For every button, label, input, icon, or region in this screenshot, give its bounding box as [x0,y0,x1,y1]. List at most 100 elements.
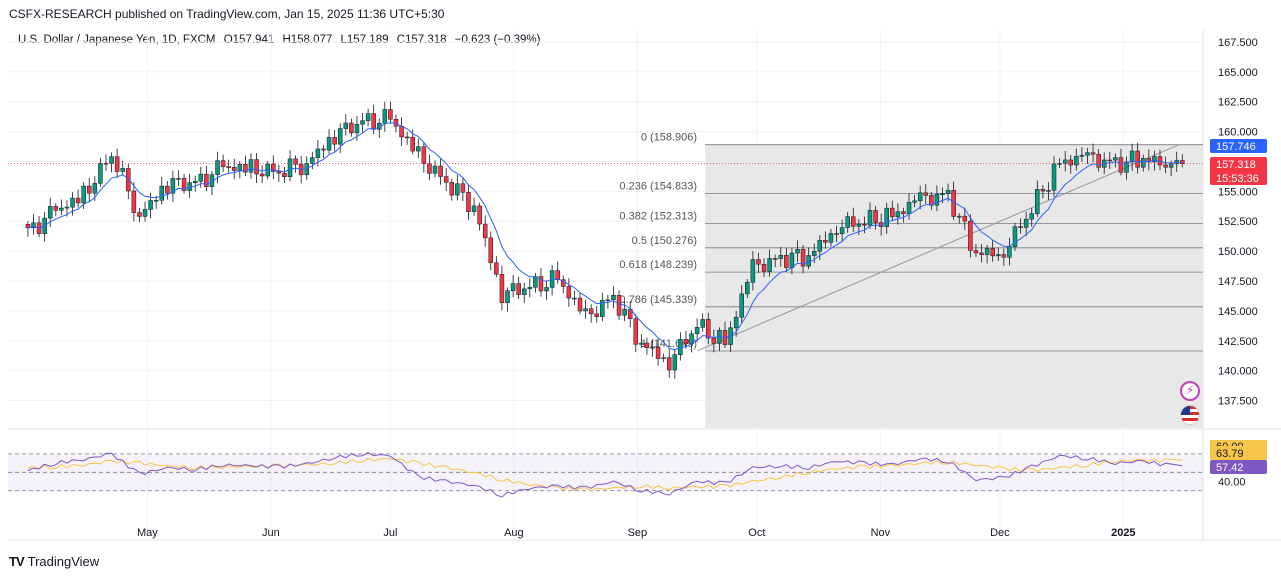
candle [404,131,410,145]
y-tick-label: 140.000 [1218,366,1258,378]
rsi-partial-badge-bg [1210,440,1267,448]
candle [516,276,521,299]
candle [566,278,572,308]
candle [382,101,388,132]
candle-body [1068,159,1074,166]
candle [388,101,393,124]
candle-body [979,252,984,255]
x-tick-label: Jun [262,527,280,539]
candle [64,200,70,217]
candle [1074,148,1079,171]
candle-body [482,223,488,239]
candle-body [694,327,700,335]
rsi-badge-bg [1210,460,1267,474]
candle-body [1101,159,1107,168]
candle [287,150,293,182]
candle-body [605,299,611,302]
candle-body [962,215,968,222]
symbol-name[interactable]: U.S. Dollar / Japanese Yen, 1D, FXCM [18,34,216,46]
candle-body [114,156,120,172]
candle [851,207,856,232]
candle-body [371,113,376,130]
fib-trendline [696,144,1180,352]
candle-body [795,249,800,254]
candle-body [683,339,689,345]
rsi-ma-badge-bg [1210,446,1267,460]
candle-body [1107,159,1113,162]
candle-body [778,255,784,259]
axes: 167.500 165.000 162.500 160.000 157.500 155.0… [137,37,1258,539]
last-price-badge-bg [1210,157,1267,185]
candle [460,177,466,202]
candle-body [332,137,337,145]
candle-body [890,207,895,218]
ma-badge: 157.746 [1216,141,1256,153]
y-tick-label: 145.000 [1218,306,1258,318]
candle-body [767,258,772,272]
candle [1096,149,1101,172]
candle-body [198,173,204,182]
candle [1079,147,1085,162]
footer-brand[interactable]: TradingView [27,554,100,569]
candle [538,268,544,297]
candle-body [1096,154,1101,168]
candle-body [717,330,722,344]
candle [795,240,800,262]
candle-body [644,342,650,349]
candle [806,247,811,270]
candle [549,264,555,296]
candle [181,174,187,194]
candle [555,261,560,284]
candle [321,144,326,158]
candle-body [906,202,912,214]
close-value: C157.318 [396,34,447,46]
candle [1157,149,1163,171]
y-tick-label: 162.500 [1218,97,1258,109]
candle [466,185,471,220]
candle-body [75,197,81,204]
candle [1124,156,1129,180]
candle [689,330,694,353]
candle-body [298,164,304,176]
candle-body [655,346,661,359]
ma-line [27,122,1183,351]
candle [661,353,666,363]
candle [410,129,415,155]
candle-body [851,216,856,227]
candle-body [811,250,817,256]
candle [365,108,371,127]
us-flag-icon[interactable] [1180,405,1200,425]
candle [1023,211,1029,237]
candle [477,202,482,231]
candle-body [1012,226,1018,247]
candle-body [990,248,995,257]
y-tick-label: 165.000 [1218,67,1258,79]
candle [717,327,722,351]
candle-body [929,195,934,206]
candle-body [611,295,616,301]
candle-body [1180,160,1185,164]
candle-body [639,342,644,345]
countdown-badge: 15:53:36 [1216,173,1259,185]
candle-body [137,212,142,217]
candle-body [689,333,694,345]
candle [722,321,728,348]
candle-body [25,223,31,229]
candle-body [661,357,666,359]
candle-body [343,122,349,129]
candle [1163,156,1168,173]
candle [59,199,64,216]
candle [159,177,165,205]
candle [36,216,42,238]
candle-body [494,262,499,275]
candle [811,243,817,264]
candle [148,192,153,219]
candle-body [1035,189,1040,214]
fib-level-label: 0.618 (148.239) [619,259,697,271]
candle [655,338,661,366]
candle [427,154,432,181]
candle-body [951,189,956,217]
lightning-icon[interactable]: ⚡ [1180,381,1200,401]
candle-body [561,279,566,287]
